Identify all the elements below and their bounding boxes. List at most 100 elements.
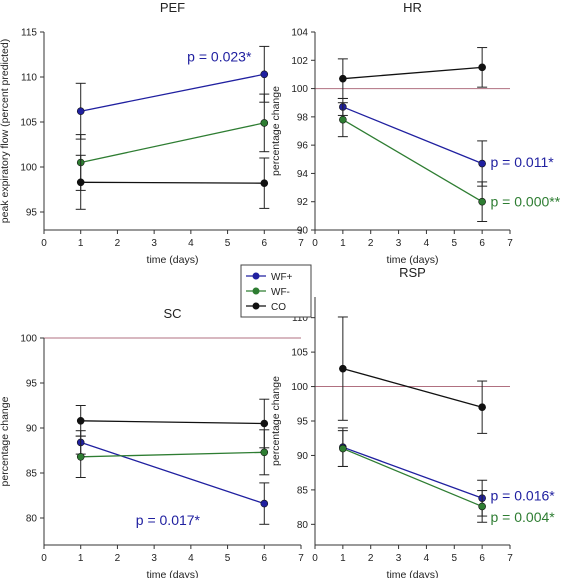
chart-rsp: RSP 0 1 2 3 4 5 6 7 80 85 90 95 100 105 110 time (days) p… — [270, 265, 555, 578]
x-tick-label-sc: 4 — [188, 553, 194, 564]
data-point-co-hr — [478, 63, 486, 72]
series-line-wf-minus-rsp — [342, 447, 483, 508]
y-tick-label-hr: 96 — [297, 141, 309, 152]
y-tick-label-rsp: 85 — [297, 485, 309, 496]
legend-marker-wf-plus — [252, 272, 260, 280]
y-tick-label-hr: 98 — [297, 112, 309, 123]
x-axis-label-hr: time (days) — [387, 254, 439, 266]
x-axis-label-rsp: time (days) — [387, 569, 439, 578]
x-tick-label-sc: 5 — [225, 553, 231, 564]
y-tick-label-rsp: 105 — [291, 348, 308, 359]
x-tick-label-hr: 3 — [396, 238, 402, 249]
legend-label-wf-minus: WF- — [271, 287, 290, 298]
data-point-wf-plus-pef — [260, 70, 269, 79]
y-tick-label-hr: 102 — [291, 56, 308, 67]
p-value-annotation-hr: p = 0.011* — [491, 154, 555, 170]
x-tick-label-pef: 0 — [41, 238, 47, 249]
y-tick-label-hr: 94 — [297, 169, 309, 180]
x-tick-label-hr: 6 — [479, 238, 485, 249]
data-point-wf-minus-sc — [76, 452, 85, 461]
y-tick-label-hr: 100 — [291, 84, 308, 95]
p-value-annotation-rsp: p = 0.004* — [491, 509, 556, 525]
data-point-wf-minus-sc — [260, 448, 269, 457]
y-tick-label-rsp: 100 — [291, 382, 308, 393]
legend-label-wf-plus: WF+ — [271, 272, 293, 283]
series-line-wf-plus-sc — [80, 441, 265, 505]
data-point-co-sc — [260, 419, 269, 428]
data-point-wf-plus-hr — [478, 159, 486, 168]
legend-label-co: CO — [271, 302, 286, 313]
y-axis-label-sc: percentage change — [0, 396, 11, 486]
x-tick-label-pef: 3 — [151, 238, 157, 249]
y-tick-label-sc: 95 — [26, 379, 38, 390]
series-line-wf-plus-rsp — [342, 446, 483, 499]
x-tick-label-hr: 5 — [452, 238, 458, 249]
series-line-wf-minus-sc — [80, 451, 265, 458]
x-tick-label-hr: 4 — [424, 238, 430, 249]
x-tick-label-sc: 7 — [298, 553, 304, 564]
data-point-wf-plus-sc — [260, 499, 269, 508]
x-tick-label-rsp: 4 — [424, 553, 430, 564]
y-tick-label-hr: 104 — [291, 28, 308, 39]
p-value-annotation-sc: p = 0.017* — [136, 512, 201, 528]
series-line-wf-minus-hr — [342, 119, 483, 203]
x-tick-label-pef: 4 — [188, 238, 194, 249]
data-point-wf-minus-pef — [260, 119, 269, 127]
data-point-co-pef — [76, 178, 85, 187]
data-point-co-rsp — [478, 403, 486, 412]
y-tick-label-rsp: 110 — [292, 313, 308, 324]
y-tick-label-pef: 110 — [21, 73, 37, 84]
p-value-annotation-hr: p = 0.000** — [491, 194, 561, 210]
y-tick-label-sc: 85 — [26, 469, 38, 480]
y-tick-label-hr: 92 — [297, 197, 309, 208]
x-tick-label-rsp: 1 — [340, 553, 346, 564]
y-tick-label-rsp: 90 — [297, 451, 309, 462]
x-tick-label-pef: 7 — [298, 238, 304, 249]
chart-pef: PEF 0 1 2 3 4 5 6 7 95 100 105 110 115 time (days) peak… — [0, 0, 304, 266]
x-tick-label-rsp: 2 — [368, 553, 374, 564]
data-point-wf-plus-pef — [76, 107, 85, 115]
data-point-wf-minus-rsp — [339, 444, 347, 453]
legend-marker-co — [252, 302, 260, 310]
x-tick-label-sc: 3 — [151, 553, 157, 564]
y-tick-label-pef: 95 — [26, 208, 38, 219]
y-tick-label-rsp: 80 — [297, 520, 309, 531]
y-tick-label-sc: 100 — [20, 334, 37, 345]
x-tick-label-pef: 2 — [115, 238, 121, 249]
x-tick-label-pef: 5 — [225, 238, 231, 249]
series-line-co-rsp — [342, 368, 483, 408]
y-axis-label-rsp: percentage change — [270, 376, 282, 466]
series-line-wf-minus-pef — [80, 122, 265, 164]
x-tick-label-rsp: 3 — [396, 553, 402, 564]
data-point-co-hr — [339, 74, 347, 83]
series-line-co-hr — [342, 66, 483, 80]
chart-title-sc: SC — [163, 306, 181, 321]
y-tick-label-hr: 90 — [297, 226, 309, 237]
p-value-annotation-pef: p = 0.023* — [187, 48, 252, 64]
x-tick-label-hr: 7 — [507, 238, 513, 249]
x-tick-label-sc: 6 — [262, 553, 268, 564]
x-tick-label-pef: 6 — [262, 238, 268, 249]
legend: WF+ WF- CO — [240, 264, 312, 318]
x-tick-label-rsp: 5 — [452, 553, 458, 564]
data-point-co-rsp — [339, 364, 347, 373]
y-tick-label-pef: 100 — [20, 163, 37, 174]
p-value-annotation-rsp: p = 0.016* — [491, 487, 556, 503]
legend-entry-wf-minus: WF- — [246, 287, 290, 298]
series-line-wf-plus-pef — [80, 73, 265, 112]
chart-title-rsp: RSP — [399, 265, 426, 280]
x-tick-label-rsp: 7 — [507, 553, 513, 564]
legend-entry-co: CO — [246, 302, 286, 313]
y-axis-label-hr: percentage change — [270, 86, 282, 176]
x-tick-label-hr: 0 — [312, 238, 318, 249]
data-point-wf-minus-hr — [478, 197, 486, 206]
x-axis-label-sc: time (days) — [147, 569, 199, 578]
x-tick-label-sc: 0 — [41, 553, 47, 564]
data-point-co-sc — [76, 416, 85, 425]
series-line-co-pef — [80, 181, 265, 184]
y-axis-label-pef: peak expiratory flow (percent predicted) — [0, 39, 11, 223]
chart-title-pef: PEF — [160, 0, 185, 15]
legend-marker-wf-minus — [252, 287, 260, 295]
